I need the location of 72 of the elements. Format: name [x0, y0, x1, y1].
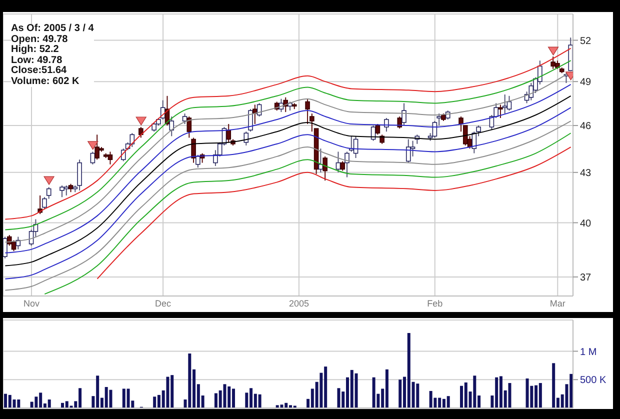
- bar: [538, 383, 542, 408]
- bar: [104, 386, 108, 408]
- bar: [354, 373, 358, 408]
- candlestick: [384, 118, 389, 132]
- candlestick: [60, 184, 64, 198]
- x-tick-label: Feb: [427, 298, 443, 308]
- bar: [153, 396, 156, 408]
- candlestick: [226, 124, 232, 143]
- point: [88, 141, 98, 150]
- bar: [508, 383, 512, 408]
- candlestick: [397, 116, 402, 130]
- candlestick: [64, 184, 69, 196]
- candlestick: [506, 95, 512, 112]
- bar: [12, 399, 16, 408]
- bar: [258, 394, 262, 408]
- candlestick: [502, 94, 508, 114]
- annotation: High: 52.2: [11, 44, 60, 56]
- y-tick-label: 37: [580, 272, 592, 284]
- bar: [429, 390, 432, 408]
- bar: [34, 396, 38, 408]
- candlestick: [322, 156, 328, 182]
- candlestick: [138, 126, 144, 138]
- line-series: [96, 146, 572, 280]
- bar: [188, 353, 192, 408]
- y-tick-label: 40: [580, 218, 592, 230]
- y-tick-label: 46: [580, 121, 592, 132]
- candlestick: [406, 138, 411, 164]
- bar: [416, 384, 420, 408]
- candlestick: [248, 108, 253, 132]
- annotation: Volume: 602 K: [11, 76, 80, 87]
- point: [548, 46, 559, 56]
- y-tick-label: 500 K: [580, 375, 606, 386]
- bar: [552, 363, 556, 408]
- y-tick-label: 52: [580, 36, 592, 47]
- candlestick: [196, 154, 200, 168]
- x-tick-label: Mar: [550, 298, 566, 308]
- bar: [48, 399, 51, 408]
- candlestick: [402, 102, 406, 126]
- bar: [398, 380, 402, 408]
- candlestick: [498, 104, 503, 118]
- candlestick: [375, 124, 380, 136]
- annotation: Close:51.64: [11, 65, 68, 76]
- bar: [337, 388, 340, 408]
- y-tick-label: 43: [580, 168, 592, 179]
- point: [44, 176, 54, 185]
- candlestick: [340, 160, 346, 172]
- candlestick: [182, 113, 188, 125]
- candlestick: [169, 116, 174, 137]
- y-tick-label: 49: [580, 77, 592, 88]
- bar: [223, 384, 226, 408]
- point: [136, 116, 146, 126]
- bar: [166, 376, 170, 408]
- x-tick-label: Nov: [23, 298, 40, 308]
- bar: [372, 377, 376, 408]
- candlestick: [108, 151, 113, 165]
- annotation: Open: 49.78: [11, 34, 69, 44]
- bar: [526, 378, 529, 408]
- candlestick: [344, 151, 350, 178]
- annotation: Low: 49.78: [11, 54, 64, 66]
- x-tick-label: Dec: [155, 298, 172, 308]
- bar: [126, 388, 130, 408]
- bar: [446, 396, 450, 408]
- bar: [17, 399, 20, 408]
- y-tick-label: 1 M: [580, 346, 597, 358]
- annotation: As Of: 2005 / 3 / 4: [11, 23, 94, 34]
- candlestick: [77, 159, 82, 191]
- candlestick: [130, 132, 135, 148]
- line-series: [44, 132, 572, 295]
- bar: [473, 376, 476, 408]
- x-tick-label: 2005: [288, 298, 309, 308]
- bar: [385, 369, 388, 408]
- bar: [109, 390, 112, 408]
